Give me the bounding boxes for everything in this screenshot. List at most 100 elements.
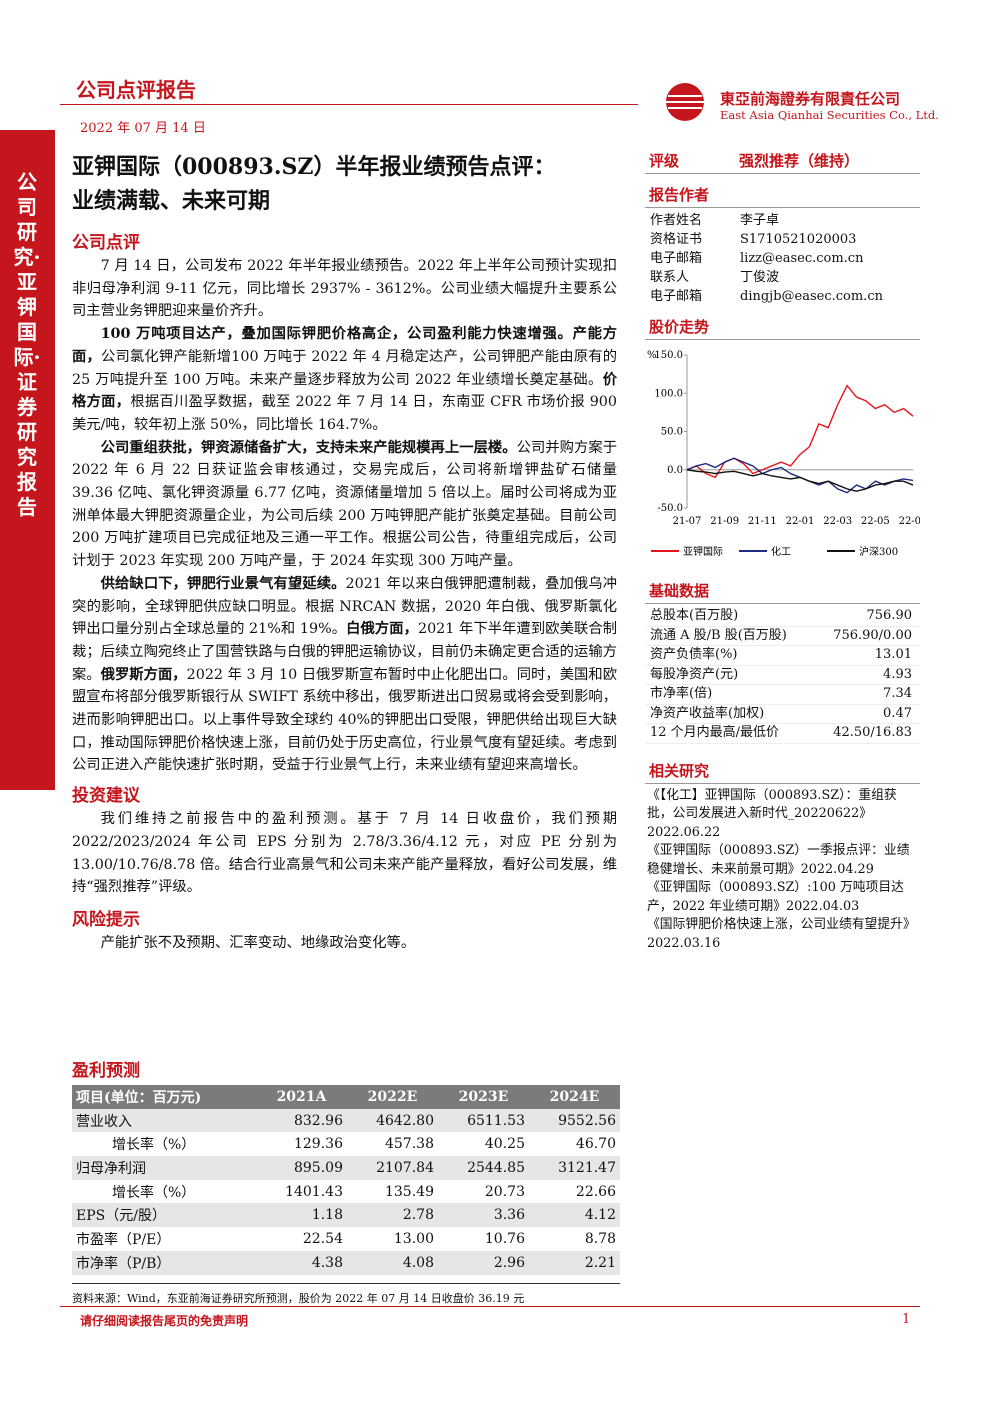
y-axis-label: % bbox=[647, 350, 657, 361]
table-row: 市净率（P/B） 4.38 4.08 2.96 2.21 bbox=[72, 1250, 620, 1275]
table-cell: 营业收入 bbox=[76, 1113, 132, 1130]
rating: 评级 强烈推荐（维持） bbox=[645, 148, 920, 174]
text-run: 公司重组获批，钾资源储备扩大，支持未来产能规模再上一层楼。 bbox=[100, 439, 517, 456]
rating-label: 评级 bbox=[649, 152, 680, 170]
paragraph: 公司重组获批，钾资源储备扩大，支持未来产能规模再上一层楼。公司并购方案于 202… bbox=[72, 437, 617, 573]
table-cell: 457.38 bbox=[384, 1136, 434, 1153]
table-cell: 8.78 bbox=[584, 1230, 616, 1247]
author-row: 电子邮箱 dingjb@easec.com.cn bbox=[645, 287, 920, 306]
header-cell: 2022E bbox=[346, 1085, 438, 1109]
table-cell: 1.18 bbox=[311, 1207, 343, 1224]
forecast-table: 项目(单位：百万元) 2021A 2022E 2023E 2024E 营业收入 832.96… bbox=[72, 1085, 620, 1275]
rating-value: 强烈推荐（维持） bbox=[739, 152, 860, 170]
author-cell: dingjb@easec.com.cn bbox=[740, 289, 883, 304]
table-row: 增长率（%） 129.36 457.38 40.25 46.70 bbox=[72, 1132, 620, 1156]
company-en: East Asia Qianhai Securities Co., Ltd. bbox=[720, 108, 939, 122]
author-cell: 电子邮箱 bbox=[650, 289, 703, 304]
side-heading: 报告作者 bbox=[645, 182, 920, 208]
data-cell: 净资产收益率(加权) bbox=[650, 705, 765, 721]
table-cell: 129.36 bbox=[293, 1136, 343, 1153]
data-row: 净资产收益率(加权) 0.47 bbox=[645, 705, 920, 724]
table-cell: 10.76 bbox=[484, 1230, 525, 1247]
y-tick-label: 0.0 bbox=[667, 465, 683, 476]
series-line bbox=[686, 457, 914, 494]
x-tick-label: 21-11 bbox=[748, 516, 777, 527]
text-run: 公司并购方案于 2022 年 6 月 22 日获证监会审核通过，交易完成后，公司… bbox=[72, 439, 617, 570]
author-cell: 电子邮箱 bbox=[650, 251, 703, 266]
table-cell: 4.38 bbox=[311, 1254, 343, 1271]
author-cell: lizz@easec.com.cn bbox=[740, 251, 864, 266]
table-row: 营业收入 832.96 4642.80 6511.53 9552.56 bbox=[72, 1108, 620, 1133]
author-row: 电子邮箱 lizz@easec.com.cn bbox=[645, 249, 920, 268]
x-tick-label: 22-03 bbox=[823, 516, 852, 527]
table-row: 市盈率（P/E） 22.54 13.00 10.76 8.78 bbox=[72, 1227, 620, 1251]
table-row: 增长率（%） 1401.43 135.49 20.73 22.66 bbox=[72, 1180, 620, 1204]
data-cell: 市净率(倍) bbox=[650, 686, 713, 701]
title-line: 亚钾国际（000893.SZ）半年报业绩预告点评： bbox=[72, 154, 556, 180]
related-item: 《国际钾肥价格快速上涨，公司业绩有望提升》2022.03.16 bbox=[647, 917, 916, 951]
company-cn: 東亞前海證券有限責任公司 bbox=[720, 90, 901, 108]
side-heading: 相关研究 bbox=[645, 758, 920, 784]
header-rule bbox=[60, 104, 638, 105]
text-run: 7 月 14 日，公司发布 2022 年半年报业绩预告。2022 年上半年公司预… bbox=[72, 258, 617, 320]
table-cell: 1401.43 bbox=[285, 1183, 343, 1200]
table-cell: 3121.47 bbox=[558, 1159, 616, 1176]
data-cell: 总股本(百万股) bbox=[650, 608, 739, 623]
x-tick-label: 22-05 bbox=[861, 516, 890, 527]
table-cell: EPS（元/股） bbox=[76, 1208, 166, 1225]
side-heading: 股价走势 bbox=[645, 314, 920, 340]
footer-rule bbox=[60, 1306, 920, 1307]
text-run: 公司氯化钾产能新增100 万吨于 2022 年 4 月稳定达产，公司钾肥产能由原… bbox=[72, 348, 618, 388]
table-cell: 2.21 bbox=[584, 1254, 616, 1271]
report-date: 2022 年 07 月 14 日 bbox=[80, 121, 206, 136]
table-cell: 135.49 bbox=[384, 1183, 434, 1200]
text-run: 我们维持之前报告中的盈利预测。基于 7 月 14 日收盘价，我们预期 2022/… bbox=[72, 811, 617, 896]
paragraph: 产能扩张不及预期、汇率变动、地缘政治变化等。 bbox=[72, 932, 617, 955]
author-row: 联系人 丁俊波 bbox=[645, 268, 920, 287]
x-tick-label: 22-01 bbox=[786, 516, 815, 527]
section-heading: 盈利预测 bbox=[72, 1061, 140, 1081]
data-row: 总股本(百万股) 756.90 bbox=[645, 607, 920, 627]
table-cell: 归母净利润 bbox=[76, 1160, 146, 1177]
data-cell: 7.34 bbox=[883, 686, 912, 701]
text-run: 100 万吨项目达产，叠加国际钾肥价格高企，公司盈利能力快速增强。产能方面， bbox=[72, 326, 617, 365]
table-cell: 2.96 bbox=[493, 1254, 525, 1271]
text-run: 2021 年下半年遭到欧美联合制裁；后续立陶宛终止了国营铁路与白俄的钾肥运输协议… bbox=[72, 621, 617, 683]
forecast: 盈利预测项目(单位：百万元) 2021A 2022E 2023E 2024E 营业收入 83… bbox=[72, 1052, 620, 1306]
table-cell: 22.66 bbox=[575, 1183, 616, 1200]
data-row: 流通 A 股/B 股(百万股) 756.90/0.00 bbox=[645, 627, 920, 646]
table-cell: 832.96 bbox=[293, 1112, 343, 1129]
paragraph: 我们维持之前报告中的盈利预测。基于 7 月 14 日收盘价，我们预期 2022/… bbox=[72, 808, 617, 899]
header-row: 项目(单位：百万元) 2021A 2022E 2023E 2024E bbox=[72, 1085, 620, 1109]
text-run: 2022 年 3 月 10 日俄罗斯宣布暂时中止化肥出口。同时，美国和欧盟宣布将… bbox=[72, 666, 617, 774]
logo bbox=[666, 83, 704, 121]
legend-label: 沪深300 bbox=[859, 545, 898, 558]
author-cell: S1710521020003 bbox=[740, 232, 857, 247]
table-cell: 市净率（P/B） bbox=[76, 1255, 171, 1272]
table-cell: 22.54 bbox=[302, 1230, 343, 1247]
data-cell: 42.50/16.83 bbox=[833, 725, 912, 740]
table-cell: 市盈率（P/E） bbox=[76, 1231, 171, 1248]
legend-label: 化工 bbox=[771, 545, 791, 558]
paragraph: 供给缺口下，钾肥行业景气有望延续。2021 年以来白俄钾肥遭制裁，叠加俄乌冲突的… bbox=[72, 573, 617, 777]
text-run: 根据百川盈孚数据，截至 2022 年 7 月 14 日，东南亚 CFR 市场价报… bbox=[72, 394, 618, 433]
report-type: 公司点评报告 bbox=[76, 78, 196, 102]
data-cell: 流通 A 股/B 股(百万股) bbox=[650, 627, 787, 643]
related-item: 《亚钾国际（000893.SZ）一季报点评：业绩稳健增长、未来前景可期》2022… bbox=[647, 843, 910, 877]
header-cell: 2024E bbox=[528, 1085, 620, 1109]
table-cell: 4.08 bbox=[402, 1254, 434, 1271]
data-cell: 13.01 bbox=[874, 647, 912, 662]
section-heading: 公司点评 bbox=[72, 233, 140, 253]
table-cell: 3.36 bbox=[493, 1207, 525, 1224]
data-cell: 资产负债率(%) bbox=[650, 647, 738, 662]
x-tick-label: 22-07 bbox=[899, 516, 920, 527]
table-cell: 4642.80 bbox=[376, 1112, 434, 1129]
data-cell: 4.93 bbox=[883, 666, 912, 682]
table-cell: 20.73 bbox=[484, 1183, 525, 1200]
series-line bbox=[686, 469, 914, 492]
table-cell: 9552.56 bbox=[558, 1112, 616, 1129]
header-cell: 2021A bbox=[255, 1085, 347, 1109]
table-cell: 895.09 bbox=[293, 1159, 343, 1176]
disclaimer: 请仔细阅读报告尾页的免责声明 bbox=[80, 1314, 249, 1328]
